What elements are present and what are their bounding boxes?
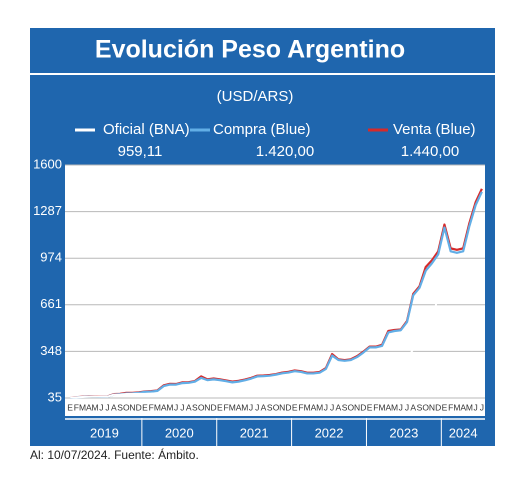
x-tick-label: M (154, 402, 161, 412)
year-label: 2024 (449, 425, 478, 440)
x-tick-label: F (448, 402, 453, 412)
footnote: Al: 10/07/2024. Fuente: Ámbito. (30, 447, 199, 462)
x-tick-label: A (236, 402, 242, 412)
x-tick-label: O (198, 402, 205, 412)
year-strip (65, 418, 485, 446)
x-tick-label: O (348, 402, 355, 412)
x-tick-label: A (186, 402, 192, 412)
x-tick-label: O (273, 402, 280, 412)
legend-label: Oficial (BNA) (103, 121, 190, 138)
y-tick-label: 974 (40, 250, 62, 265)
x-tick-label: D (360, 402, 366, 412)
x-tick-label: M (166, 402, 173, 412)
x-tick-label: D (211, 402, 217, 412)
year-label: 2022 (315, 425, 344, 440)
legend-value: 1.420,00 (256, 143, 314, 160)
subtitle: (USD/ARS) (217, 88, 294, 105)
x-tick-label: S (192, 402, 198, 412)
x-tick-label: M (453, 402, 460, 412)
x-tick-label: F (298, 402, 303, 412)
x-tick-label: F (373, 402, 378, 412)
x-tick-label: J (399, 402, 403, 412)
x-tick-label: M (92, 402, 99, 412)
series-line (70, 191, 483, 399)
x-tick-label: E (142, 402, 148, 412)
x-tick-label: J (324, 402, 328, 412)
x-tick-label: A (410, 402, 416, 412)
x-tick-label: J (405, 402, 409, 412)
x-tick-label: F (74, 402, 79, 412)
year-label: 2019 (90, 425, 119, 440)
x-tick-label: A (161, 402, 167, 412)
y-tick-label: 1600 (33, 156, 62, 171)
x-tick-label: A (385, 402, 391, 412)
series-line (70, 259, 483, 399)
x-tick-label: F (223, 402, 228, 412)
x-tick-label: J (330, 402, 334, 412)
x-tick-label: A (261, 402, 267, 412)
x-tick-label: M (241, 402, 248, 412)
x-tick-label: M (316, 402, 323, 412)
y-tick-label: 348 (40, 343, 62, 358)
legend-value: 1.440,00 (401, 143, 459, 160)
x-tick-label: D (136, 402, 142, 412)
x-tick-label: M (304, 402, 311, 412)
legend-label: Venta (Blue) (393, 121, 476, 138)
y-tick-label: 661 (40, 296, 62, 311)
x-tick-label: J (99, 402, 103, 412)
x-tick-label: O (123, 402, 130, 412)
x-tick-label: N (354, 402, 360, 412)
y-tick-label: 1287 (33, 203, 62, 218)
x-tick-label: N (429, 402, 435, 412)
x-tick-label: F (149, 402, 154, 412)
x-tick-label: N (129, 402, 135, 412)
x-tick-label: J (474, 402, 478, 412)
x-tick-label: A (86, 402, 92, 412)
x-tick-label: J (255, 402, 259, 412)
plot-area (65, 165, 485, 416)
x-tick-label: M (79, 402, 86, 412)
x-tick-label: E (67, 402, 73, 412)
x-tick-label: N (279, 402, 285, 412)
x-tick-label: J (480, 402, 484, 412)
x-tick-label: A (460, 402, 466, 412)
x-tick-label: J (105, 402, 109, 412)
x-tick-label: M (391, 402, 398, 412)
x-tick-label: S (417, 402, 423, 412)
x-tick-label: M (379, 402, 386, 412)
year-label: 2023 (389, 425, 418, 440)
y-tick-label: 35 (48, 389, 62, 404)
x-tick-label: A (111, 402, 117, 412)
year-label: 2020 (165, 425, 194, 440)
x-tick-label: A (336, 402, 342, 412)
x-tick-label: J (249, 402, 253, 412)
x-tick-label: O (422, 402, 429, 412)
x-tick-label: S (267, 402, 273, 412)
legend-value: 959,11 (118, 143, 163, 160)
x-tick-label: E (367, 402, 373, 412)
x-tick-label: S (117, 402, 123, 412)
x-tick-label: J (174, 402, 178, 412)
x-tick-label: D (285, 402, 291, 412)
x-tick-label: J (180, 402, 184, 412)
year-label: 2021 (240, 425, 269, 440)
legend-label: Compra (Blue) (213, 121, 311, 138)
x-tick-label: E (217, 402, 223, 412)
x-tick-label: M (466, 402, 473, 412)
x-tick-label: D (435, 402, 441, 412)
chart-title: Evolución Peso Argentino (95, 36, 405, 64)
x-tick-label: E (442, 402, 448, 412)
x-tick-label: S (342, 402, 348, 412)
x-tick-label: N (204, 402, 210, 412)
x-tick-label: M (229, 402, 236, 412)
x-tick-label: A (311, 402, 317, 412)
x-tick-label: E (292, 402, 298, 412)
